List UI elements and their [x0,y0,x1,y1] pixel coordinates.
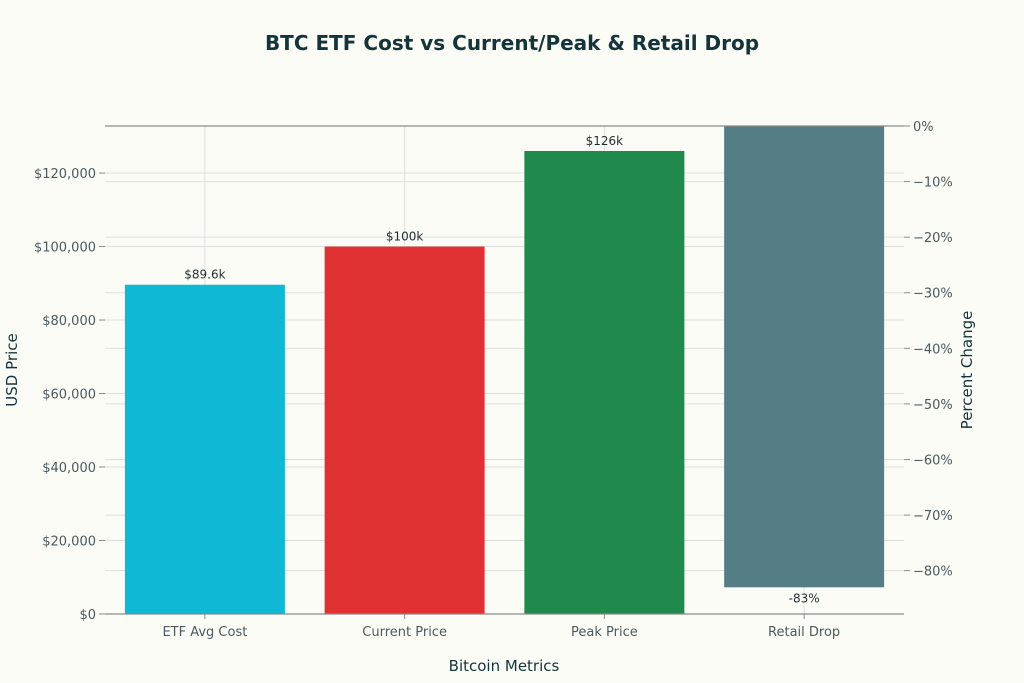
data-label: $126k [586,134,624,148]
y-axis-title: USD Price [3,333,21,406]
x-tick-label: Retail Drop [768,625,840,640]
chart-title: BTC ETF Cost vs Current/Peak & Retail Dr… [265,31,759,55]
data-label: $89.6k [184,268,225,282]
y-tick-label: $20,000 [42,535,96,550]
y-tick-label: $120,000 [34,167,96,182]
y-tick-label: $60,000 [42,388,96,403]
axes [99,125,910,619]
bar-1 [324,246,485,614]
y2-tick-label: −40% [913,342,953,357]
labels: $89.6k $100k $126k -83% $0 $20,000 $40,000 $60,… [34,120,953,640]
y2-tick-label: −80% [913,565,953,580]
y-tick-label: $80,000 [42,314,96,329]
bars [124,126,885,614]
y2-tick-label: −30% [913,287,953,302]
y2-tick-label: 0% [913,120,934,135]
x-tick-label: ETF Avg Cost [162,625,247,640]
y2-tick-label: −20% [913,231,953,246]
x-tick-label: Current Price [362,625,447,640]
y-tick-label: $100,000 [34,241,96,256]
bar-2 [524,150,685,614]
bar-3 [724,126,885,588]
y2-tick-label: −60% [913,453,953,468]
y2-tick-label: −10% [913,176,953,191]
y2-tick-label: −70% [913,509,953,524]
y-tick-label: $0 [79,608,96,623]
data-label: $100k [386,230,424,244]
x-tick-label: Peak Price [571,625,638,640]
x-axis-title: Bitcoin Metrics [449,657,560,675]
data-label: -83% [789,591,820,605]
y2-axis-title: Percent Change [958,311,976,430]
bar-0 [124,284,285,614]
y2-tick-label: −50% [913,398,953,413]
y-tick-label: $40,000 [42,461,96,476]
